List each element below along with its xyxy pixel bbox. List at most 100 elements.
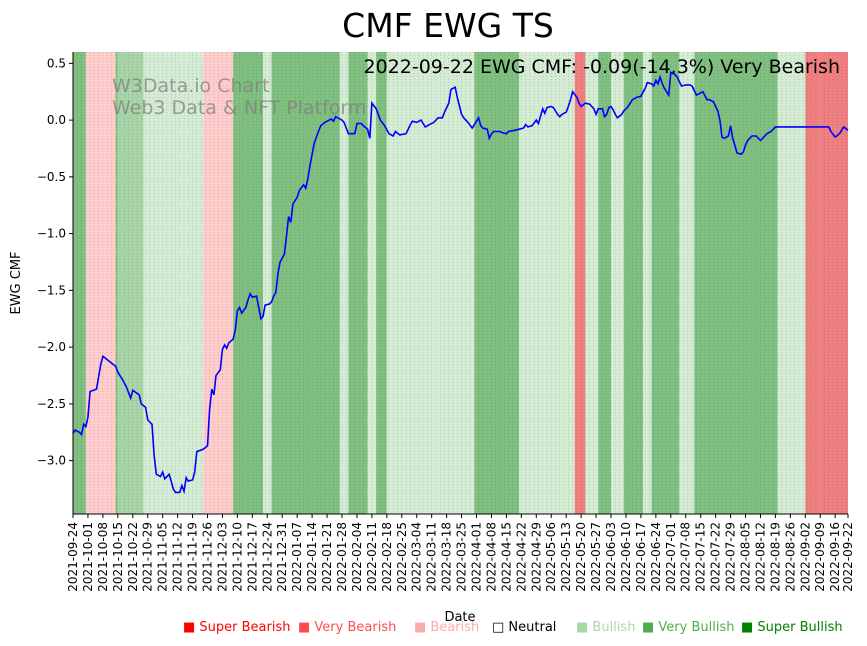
- xtick-label-52: 2022-09-22: [841, 522, 855, 592]
- band-12: [376, 52, 387, 514]
- band-20: [623, 52, 644, 514]
- axes: [72, 52, 848, 515]
- xtick-label-44: 2022-07-29: [724, 522, 738, 592]
- band-18: [598, 52, 612, 514]
- band-10: [348, 52, 368, 514]
- band-9: [339, 52, 349, 514]
- band-23: [679, 52, 695, 514]
- cmf-series-line: [72, 71, 849, 495]
- band-24: [694, 52, 778, 514]
- band-25: [777, 52, 806, 514]
- legend-item-very-bullish: ■ Very Bullish: [642, 620, 734, 635]
- xtick-label-41: 2022-07-08: [679, 522, 693, 592]
- band-27: [820, 52, 848, 514]
- band-21: [643, 52, 652, 514]
- xtick-label-27: 2022-04-01: [470, 522, 484, 592]
- legend-swatch-icon: ■: [298, 620, 315, 635]
- xtick-label-16: 2022-01-14: [305, 522, 319, 592]
- y-axis-label: EWG CMF: [9, 251, 24, 314]
- ytick-label-0: 0.5: [47, 56, 66, 70]
- xtick-label-4: 2021-10-22: [126, 522, 140, 592]
- xtick-label-49: 2022-09-02: [798, 522, 812, 592]
- band-26: [805, 52, 821, 514]
- xtick-label-5: 2021-10-29: [141, 522, 155, 592]
- xtick-label-12: 2021-12-17: [245, 522, 259, 592]
- xtick-label-7: 2021-11-12: [171, 522, 185, 592]
- xtick-label-18: 2022-01-28: [335, 522, 349, 592]
- xtick-label-35: 2022-05-27: [589, 522, 603, 592]
- ytick-label-3: −1.0: [37, 227, 66, 241]
- xtick-label-26: 2022-03-25: [455, 522, 469, 592]
- ytick-label-4: −1.5: [37, 283, 66, 297]
- band-16: [574, 52, 586, 514]
- xtick-label-6: 2021-11-05: [156, 522, 170, 592]
- legend-item-bullish: ■ Bullish: [576, 620, 635, 635]
- band-1: [85, 52, 116, 514]
- xtick-label-1: 2021-10-01: [81, 522, 95, 592]
- legend-label: Neutral: [508, 620, 557, 635]
- xtick-label-50: 2022-09-09: [813, 522, 827, 592]
- xtick-label-45: 2022-08-05: [739, 522, 753, 592]
- legend-swatch-icon: □: [492, 620, 509, 635]
- band-17: [585, 52, 599, 514]
- ytick-label-6: −2.5: [37, 397, 66, 411]
- xtick-label-0: 2021-09-24: [66, 522, 80, 592]
- xtick-label-36: 2022-06-03: [604, 522, 618, 592]
- band-8: [271, 52, 340, 514]
- xtick-label-47: 2022-08-19: [768, 522, 782, 592]
- legend-swatch-icon: ■: [414, 620, 431, 635]
- legend-swatch-icon: ■: [576, 620, 593, 635]
- xtick-label-48: 2022-08-26: [783, 522, 797, 592]
- xtick-label-21: 2022-02-18: [380, 522, 394, 592]
- band-19: [611, 52, 624, 514]
- xtick-label-38: 2022-06-17: [634, 522, 648, 592]
- xtick-label-43: 2022-07-22: [709, 522, 723, 592]
- band-13: [386, 52, 475, 514]
- xtick-label-11: 2021-12-10: [230, 522, 244, 592]
- band-0: [73, 52, 86, 514]
- x-ticks: 2021-09-24 2021-10-01 2021-10-08 2021-10-15…: [66, 514, 855, 592]
- signal-bands: [73, 52, 848, 514]
- xtick-label-14: 2021-12-31: [275, 522, 289, 592]
- band-2: [115, 52, 118, 514]
- xtick-label-17: 2022-01-21: [320, 522, 334, 592]
- legend-item-neutral: □ Neutral: [492, 620, 556, 635]
- xtick-label-9: 2021-11-26: [201, 522, 215, 592]
- band-7: [263, 52, 272, 514]
- chart-title: CMF EWG TS: [342, 6, 554, 45]
- band-3: [117, 52, 144, 514]
- legend-label: Very Bearish: [314, 620, 397, 635]
- xtick-label-2: 2021-10-08: [96, 522, 110, 592]
- legend-item-bearish: ■ Bearish: [414, 620, 479, 635]
- band-14: [474, 52, 520, 514]
- legend-label: Super Bearish: [199, 620, 291, 635]
- xtick-label-34: 2022-05-20: [574, 522, 588, 592]
- ytick-label-5: −2.0: [37, 340, 66, 354]
- legend-item-super-bearish: ■ Super Bearish: [183, 620, 291, 635]
- y-ticks: 0.5 0.0 −0.5 −1.0 −1.5 −2.0 −2.5 −3.0: [37, 56, 73, 468]
- xtick-label-10: 2021-12-03: [215, 522, 229, 592]
- xtick-label-46: 2022-08-12: [753, 522, 767, 592]
- legend-swatch-icon: ■: [183, 620, 200, 635]
- xtick-label-28: 2022-04-08: [484, 522, 498, 592]
- watermark-line-1: W3Data.io Chart: [112, 75, 269, 97]
- xtick-label-29: 2022-04-15: [499, 522, 513, 592]
- legend-label: Bearish: [430, 620, 480, 635]
- ytick-label-1: 0.0: [47, 113, 66, 127]
- xtick-label-25: 2022-03-18: [440, 522, 454, 592]
- xtick-label-30: 2022-04-22: [514, 522, 528, 592]
- xtick-label-32: 2022-05-06: [544, 522, 558, 592]
- xtick-label-31: 2022-04-29: [529, 522, 543, 592]
- ytick-label-7: −3.0: [37, 454, 66, 468]
- xtick-label-20: 2022-02-11: [365, 522, 379, 592]
- legend-swatch-icon: ■: [642, 620, 659, 635]
- band-22: [651, 52, 680, 514]
- xtick-label-19: 2022-02-04: [350, 522, 364, 592]
- xtick-label-13: 2021-12-24: [260, 522, 274, 592]
- xtick-label-15: 2022-01-07: [290, 522, 304, 592]
- legend-label: Bullish: [592, 620, 636, 635]
- xtick-label-3: 2021-10-15: [111, 522, 125, 592]
- legend-item-very-bearish: ■ Very Bearish: [298, 620, 396, 635]
- xtick-label-23: 2022-03-04: [410, 522, 424, 592]
